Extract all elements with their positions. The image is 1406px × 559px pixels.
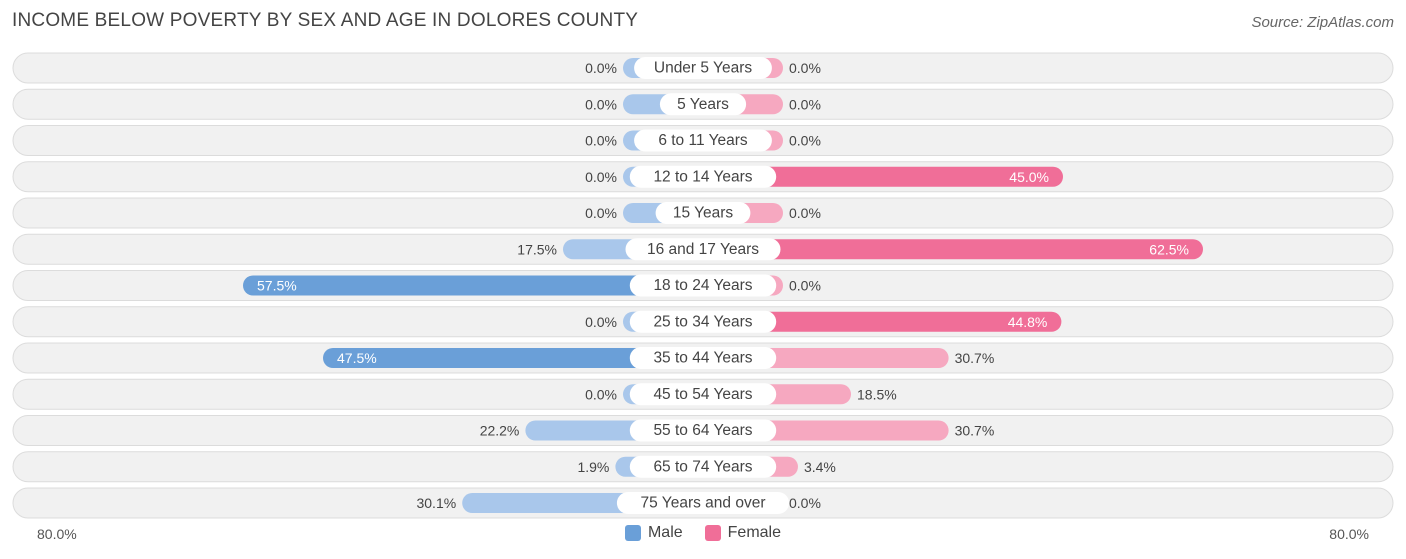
chart-title: INCOME BELOW POVERTY BY SEX AND AGE IN D… [12,10,639,31]
value-label-male: 0.0% [585,96,617,112]
value-label-female: 62.5% [1149,241,1189,257]
value-label-male: 57.5% [257,278,297,294]
bar-male [243,275,703,296]
bar-female [703,311,1062,332]
value-label-female: 0.0% [789,205,821,221]
category-label: 35 to 44 Years [653,350,752,367]
value-label-female: 0.0% [789,133,821,149]
value-label-female: 45.0% [1009,169,1049,185]
value-label-male: 0.0% [585,386,617,402]
axis-label-right: 80.0% [1329,526,1369,542]
category-label: 65 to 74 Years [653,458,752,475]
value-label-male: 0.0% [585,205,617,221]
category-label: 55 to 64 Years [653,422,752,439]
value-label-female: 30.7% [955,350,995,366]
value-label-male: 30.1% [416,495,456,511]
value-label-female: 44.8% [1008,314,1048,330]
value-label-male: 0.0% [585,314,617,330]
value-label-female: 0.0% [789,278,821,294]
legend: Male Female [0,524,1406,542]
category-label: 45 to 54 Years [653,386,752,403]
category-pill [629,165,777,188]
category-label: 6 to 11 Years [658,132,748,149]
value-label-female: 30.7% [955,423,995,439]
category-pill [629,419,777,442]
value-label-female: 18.5% [857,386,897,402]
value-label-male: 1.9% [577,459,609,475]
value-label-male: 0.0% [585,133,617,149]
value-label-male: 17.5% [517,241,557,257]
bar-male [323,348,703,368]
category-label: 5 Years [677,96,729,113]
category-label: 18 to 24 Years [653,277,752,294]
value-label-female: 3.4% [804,459,836,475]
value-label-female: 0.0% [789,60,821,76]
value-label-male: 0.0% [585,169,617,185]
axis-label-left: 80.0% [37,526,77,542]
value-label-male: 0.0% [585,60,617,76]
category-pill [659,93,747,116]
value-label-male: 47.5% [337,350,377,366]
category-label: 25 to 34 Years [653,313,752,330]
category-pill [629,455,777,478]
category-pill [616,492,790,514]
category-pill [629,383,777,406]
bar-female [703,166,1063,187]
value-label-male: 22.2% [480,423,520,439]
category-pill [634,57,772,79]
source-credit: Source: ZipAtlas.com [1251,14,1394,31]
legend-label-female: Female [727,524,782,541]
category-pill [629,347,777,369]
category-pill [629,310,777,333]
legend-swatch-male [624,525,641,541]
category-pill [634,129,772,152]
category-label: 75 Years and over [641,495,766,512]
value-label-female: 0.0% [789,495,821,511]
legend-item-male: Male [624,524,683,542]
category-label: 15 Years [673,205,734,222]
category-label: Under 5 Years [654,60,752,77]
legend-label-male: Male [647,524,683,541]
category-label: 16 and 17 Years [647,241,759,258]
legend-swatch-female [704,525,721,541]
bar-female [703,239,1203,260]
category-pill [629,274,777,297]
value-label-female: 0.0% [789,96,821,112]
category-pill [625,238,781,261]
category-label: 12 to 14 Years [653,168,752,185]
legend-item-female: Female [704,524,782,542]
category-pill [655,202,751,224]
